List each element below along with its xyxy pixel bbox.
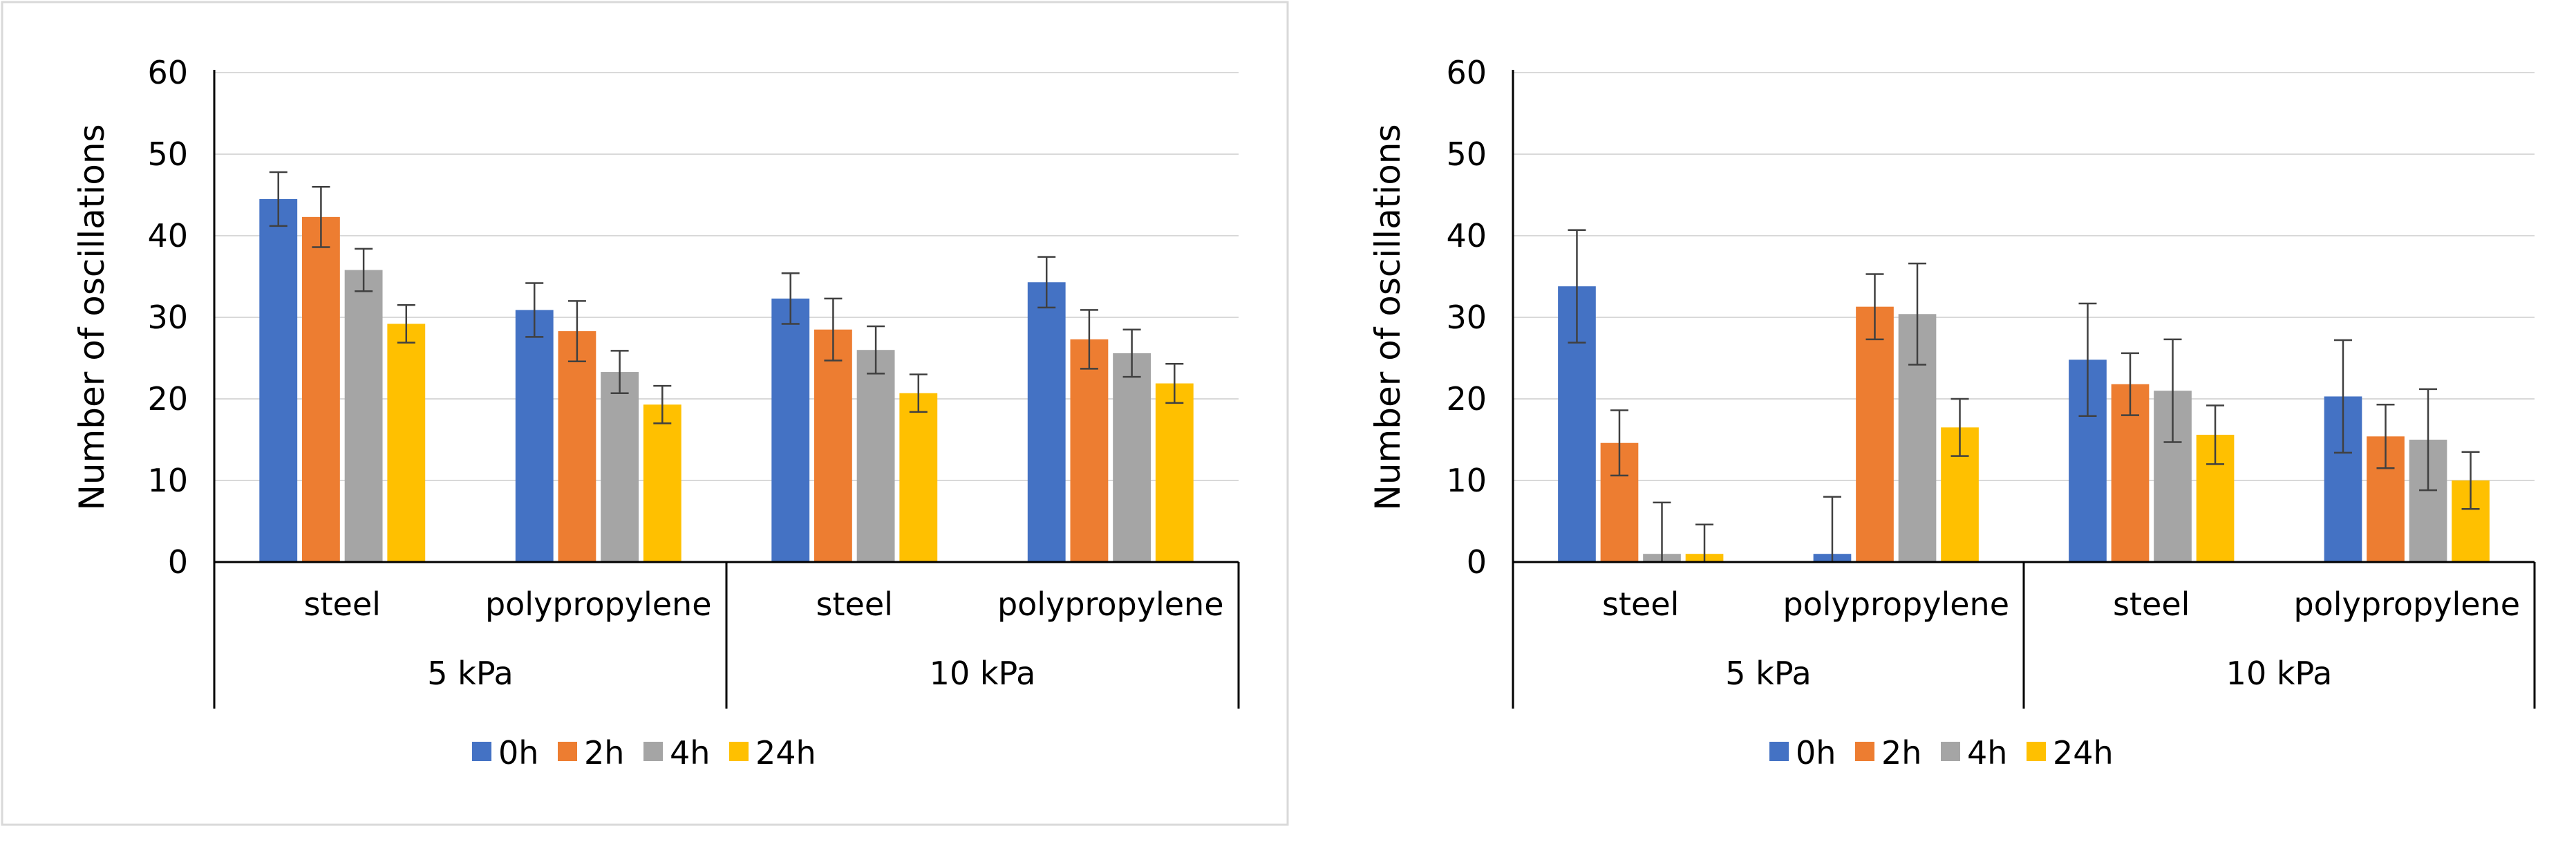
y-axis-title: Number of oscillations <box>1368 124 1408 510</box>
legend-swatch <box>558 742 577 761</box>
legend-label: 4h <box>670 734 710 771</box>
y-tick-label: 0 <box>168 543 188 581</box>
y-tick-label: 50 <box>1446 135 1487 173</box>
x-category-label: steel <box>2113 586 2190 623</box>
legend-label: 4h <box>1967 734 2007 771</box>
y-tick-label: 10 <box>147 462 188 499</box>
bar <box>1027 282 1066 562</box>
y-tick-label: 20 <box>1446 380 1487 418</box>
legend-swatch <box>472 742 491 761</box>
bar <box>1155 383 1194 562</box>
chart-1: 0 10 20 30 40 50 60 Number of oscillations steel… <box>72 54 1240 771</box>
legend-label: 2h <box>1881 734 1921 771</box>
bar <box>259 198 298 562</box>
bar <box>601 372 639 562</box>
bar <box>899 393 938 562</box>
y-tick-label: 40 <box>1446 217 1487 254</box>
y-tick-label: 20 <box>147 380 188 418</box>
x-category-label: steel <box>304 586 381 623</box>
y-tick-label: 40 <box>147 217 188 254</box>
bar <box>856 350 895 562</box>
legend-swatch <box>729 742 749 761</box>
legend-swatch <box>2027 742 2046 761</box>
x-category-label: polypropylene <box>485 586 712 623</box>
bar <box>558 331 596 562</box>
legend-label: 24h <box>755 734 816 771</box>
bar <box>301 216 340 562</box>
x-category-label: steel <box>1602 586 1679 623</box>
chart-2: 0 10 20 30 40 50 60 Number of oscillations steel… <box>1368 54 2536 771</box>
x-group-label: 5 kPa <box>1725 655 1811 692</box>
bar <box>643 404 681 562</box>
x-group-label: 5 kPa <box>427 655 513 692</box>
bar <box>387 324 426 562</box>
legend-swatch <box>1855 742 1874 761</box>
legend-swatch <box>1769 742 1789 761</box>
legend-label: 2h <box>584 734 624 771</box>
x-category-label: polypropylene <box>997 586 1224 623</box>
x-category-label: steel <box>816 586 893 623</box>
y-axis-title: Number of oscillations <box>72 124 112 510</box>
bar <box>515 310 554 562</box>
x-group-label: 10 kPa <box>2226 655 2333 692</box>
y-tick-label: 0 <box>1467 543 1487 581</box>
x-group-label: 10 kPa <box>930 655 1036 692</box>
bar <box>814 329 852 562</box>
y-tick-label: 60 <box>147 54 188 91</box>
legend-label: 0h <box>498 734 538 771</box>
bar <box>1113 353 1151 562</box>
y-tick-label: 60 <box>1446 54 1487 91</box>
bar <box>1070 339 1109 562</box>
bar <box>771 298 810 562</box>
y-tick-label: 30 <box>1446 299 1487 336</box>
legend-swatch <box>643 742 663 761</box>
y-tick-label: 10 <box>1446 462 1487 499</box>
y-tick-label: 30 <box>147 299 188 336</box>
bar <box>1856 306 1894 562</box>
legend-label: 24h <box>2053 734 2114 771</box>
x-category-label: polypropylene <box>1783 586 2009 623</box>
bar <box>344 270 383 562</box>
legend-swatch <box>1941 742 1960 761</box>
legend-label: 0h <box>1796 734 1836 771</box>
y-tick-label: 50 <box>147 135 188 173</box>
x-category-label: polypropylene <box>2293 586 2520 623</box>
